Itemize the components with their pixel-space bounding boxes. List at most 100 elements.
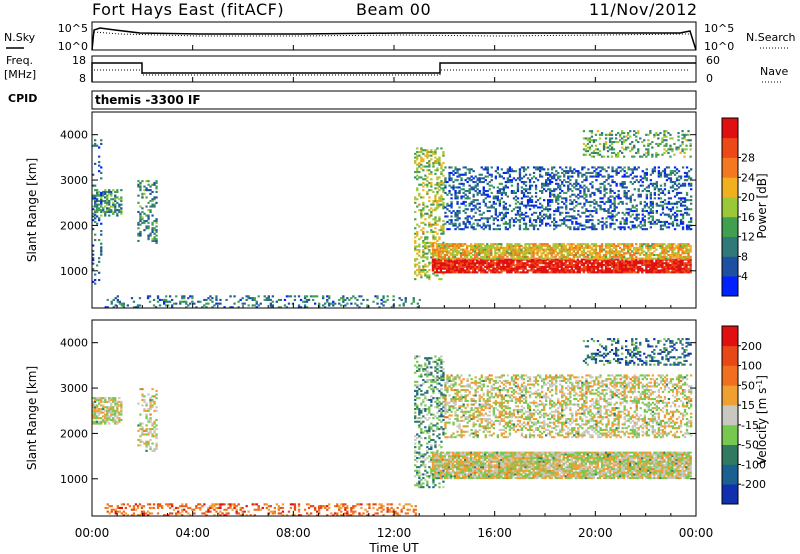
- power-cell: [498, 264, 501, 267]
- power-cell: [534, 219, 538, 222]
- power-cell: [669, 179, 673, 182]
- power-cell: [643, 220, 646, 223]
- power-cell: [416, 252, 419, 255]
- power-cell: [663, 271, 666, 274]
- power-cell: [486, 264, 489, 267]
- power-cell: [512, 248, 515, 251]
- power-cell: [677, 243, 680, 246]
- power-cell: [665, 260, 668, 263]
- power-cell: [437, 267, 441, 270]
- power-cell: [484, 269, 487, 272]
- power-cell: [139, 212, 142, 215]
- power-cell: [590, 155, 594, 158]
- power-cell: [683, 133, 686, 136]
- power-cell: [438, 156, 441, 159]
- power-cell: [332, 302, 335, 305]
- power-cell: [645, 254, 648, 257]
- power-cell: [470, 186, 473, 189]
- power-cell: [681, 137, 684, 140]
- power-cell: [663, 148, 666, 151]
- power-cell: [98, 279, 101, 282]
- power-cell: [255, 300, 258, 303]
- power-cell: [437, 252, 441, 255]
- power-cell: [669, 254, 672, 257]
- power-cell: [482, 243, 485, 246]
- power-cell: [568, 254, 571, 257]
- power-cell: [484, 217, 487, 220]
- power-cell: [607, 208, 610, 211]
- power-cell: [655, 265, 658, 268]
- power-cell: [576, 271, 579, 274]
- power-cell: [647, 211, 650, 214]
- power-cell: [418, 194, 421, 197]
- power-cell: [556, 267, 559, 270]
- power-cell: [464, 208, 467, 211]
- power-cell: [435, 264, 439, 267]
- power-cell: [506, 186, 509, 189]
- power-cell: [496, 228, 499, 231]
- power-cell: [147, 201, 150, 204]
- power-cell: [139, 214, 142, 217]
- velocity-cell: [96, 408, 99, 411]
- power-cell: [442, 198, 445, 201]
- velocity-cell: [143, 429, 146, 432]
- power-cell: [683, 264, 686, 267]
- power-cell: [566, 264, 569, 267]
- power-cell: [414, 176, 417, 179]
- power-cell: [500, 252, 503, 255]
- power-cell: [448, 222, 451, 225]
- power-cell: [155, 225, 158, 228]
- power-cell: [526, 255, 529, 258]
- power-cell: [665, 139, 668, 142]
- power-cell: [553, 228, 556, 231]
- power-cell: [617, 250, 620, 253]
- power-cell: [669, 181, 673, 184]
- power-cell: [414, 218, 417, 221]
- power-cell: [459, 255, 463, 258]
- velocity-cell: [100, 409, 103, 412]
- power-cell: [655, 248, 658, 251]
- power-cell: [524, 168, 528, 171]
- power-cell: [608, 269, 612, 272]
- power-cell: [585, 177, 588, 180]
- power-cell: [137, 227, 140, 230]
- power-cell: [518, 262, 521, 265]
- power-cell: [414, 259, 417, 262]
- power-cell: [631, 206, 634, 209]
- power-colorbar-tick-label: 28: [741, 152, 755, 165]
- power-cell: [530, 222, 534, 225]
- power-cell: [474, 252, 477, 255]
- power-cell: [541, 186, 544, 189]
- power-cell: [657, 269, 660, 272]
- power-cell: [207, 297, 210, 300]
- power-cell: [612, 141, 616, 144]
- velocity-cell: [141, 404, 144, 407]
- velocity-cell: [141, 395, 144, 398]
- power-cell: [530, 262, 533, 265]
- power-cell: [470, 226, 473, 229]
- power-cell: [98, 207, 101, 210]
- power-cell: [342, 298, 345, 301]
- power-cell: [635, 255, 638, 258]
- power-cell: [442, 229, 445, 232]
- power-cell: [594, 144, 598, 147]
- power-cell: [551, 171, 554, 174]
- power-cell: [424, 247, 427, 250]
- station-title: Fort Hays East (fitACF): [92, 0, 285, 19]
- power-cell: [116, 209, 119, 212]
- power-cell: [445, 243, 449, 246]
- power-cell: [606, 243, 610, 246]
- power-cell: [631, 177, 634, 180]
- power-cell: [392, 298, 395, 301]
- power-cell: [458, 173, 461, 176]
- power-cell: [538, 248, 541, 251]
- power-cell: [524, 252, 527, 255]
- power-cell: [544, 264, 547, 267]
- velocity-cell: [149, 413, 152, 416]
- power-cell: [432, 151, 435, 154]
- power-cell: [617, 153, 620, 156]
- power-cell: [578, 243, 581, 246]
- power-cell: [681, 228, 685, 231]
- power-cell: [582, 250, 585, 253]
- velocity-data: [92, 338, 693, 517]
